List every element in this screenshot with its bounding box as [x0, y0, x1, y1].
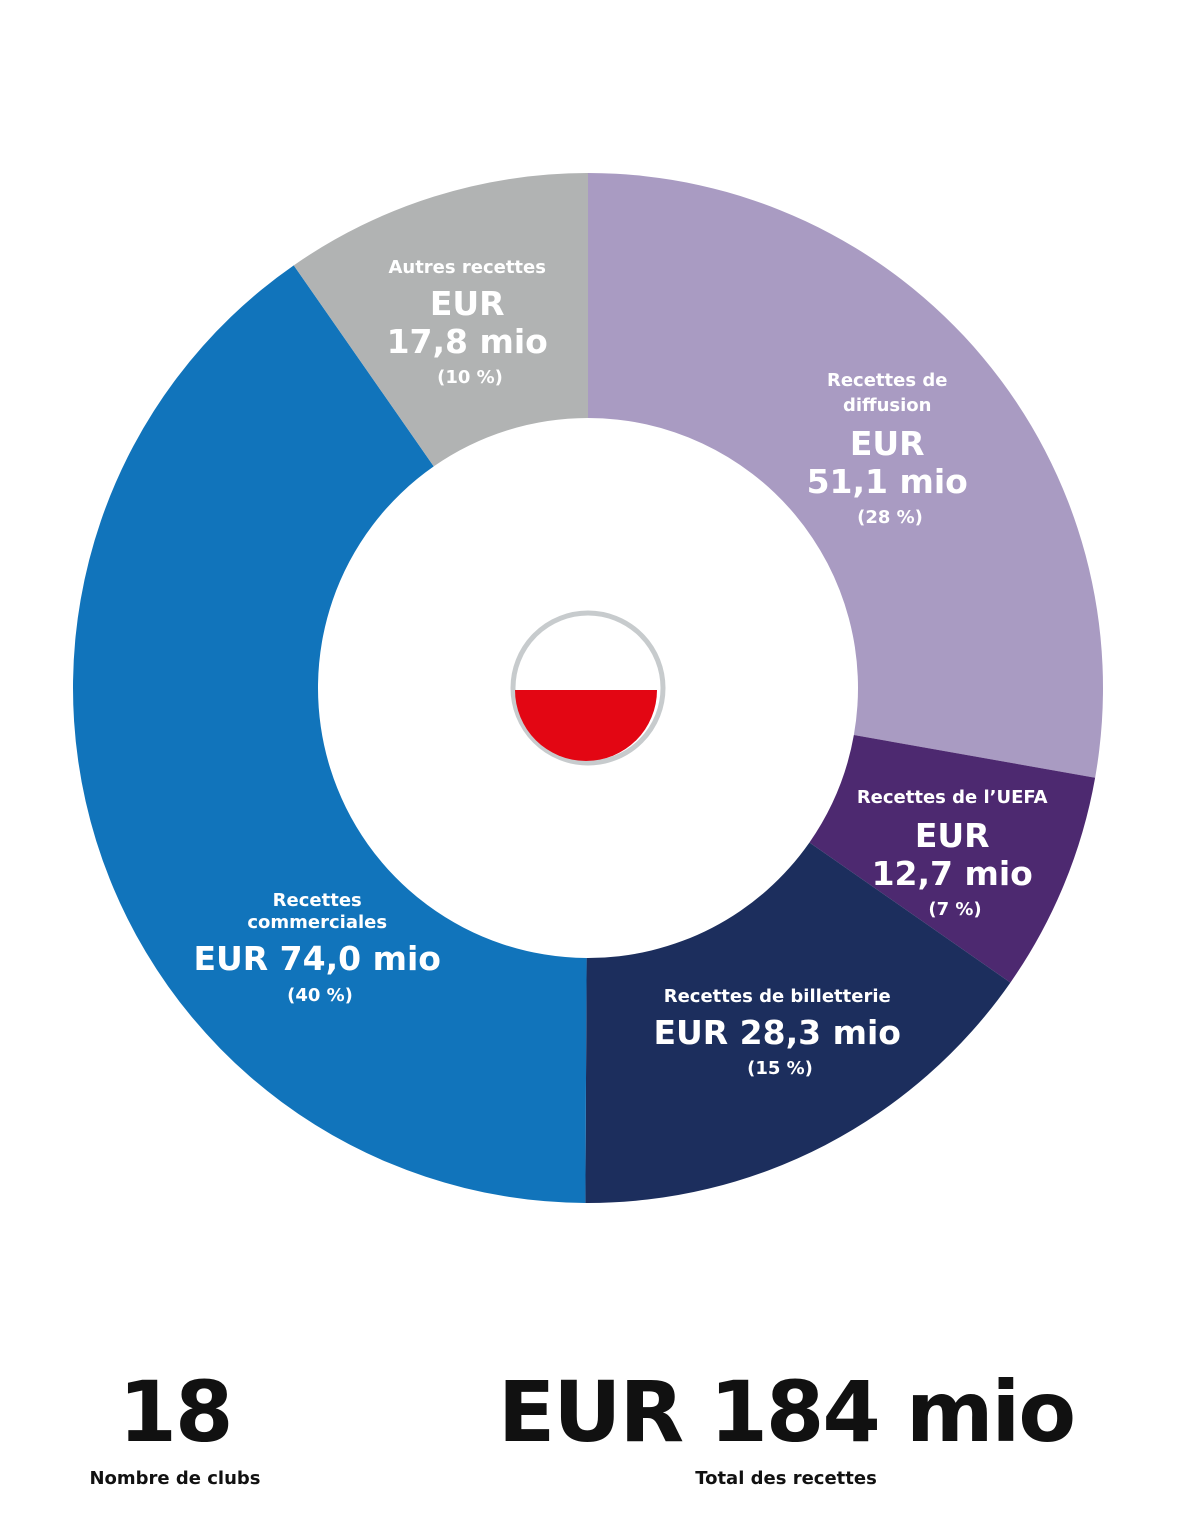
- slice-percent-diffusion: (28 %): [857, 507, 923, 528]
- total-revenue: EUR 184 mio: [497, 1363, 1076, 1461]
- poland-flag-icon: [510, 610, 666, 766]
- slice-percent-commerciales: (40 %): [287, 985, 353, 1006]
- slice-percent-billetterie: (15 %): [747, 1058, 813, 1079]
- slice-diffusion: [588, 173, 1103, 778]
- revenue-donut-chart: Recettes de diffusion EUR 51,1 mio (28 %…: [72, 173, 1103, 1203]
- slice-label-billetterie: Recettes de billetterie EUR 28,3 mio (15…: [653, 986, 906, 1079]
- slice-percent-uefa: (7 %): [928, 899, 981, 920]
- slice-label-uefa: Recettes de l’UEFA EUR 12,7 mio (7 %): [857, 787, 1053, 920]
- total-stat: EUR 184 mio Total des recettes: [486, 1370, 1086, 1489]
- clubs-stat: 18 Nombre de clubs: [60, 1370, 290, 1489]
- slice-label-autres: Autres recettes EUR 17,8 mio (10 %): [387, 257, 554, 388]
- clubs-count: 18: [118, 1363, 234, 1461]
- total-caption: Total des recettes: [695, 1468, 877, 1489]
- slice-autres: [293, 173, 588, 467]
- slice-uefa: [809, 735, 1096, 983]
- slice-percent-autres: (10 %): [437, 367, 503, 388]
- slice-label-diffusion: Recettes de diffusion EUR 51,1 mio (28 %…: [807, 370, 974, 528]
- slice-commerciales: [72, 265, 587, 1203]
- slice-billetterie: [585, 842, 1011, 1203]
- slice-label-commerciales: Recettes commerciales EUR 74,0 mio (40 %…: [193, 890, 446, 1006]
- clubs-caption: Nombre de clubs: [89, 1468, 261, 1489]
